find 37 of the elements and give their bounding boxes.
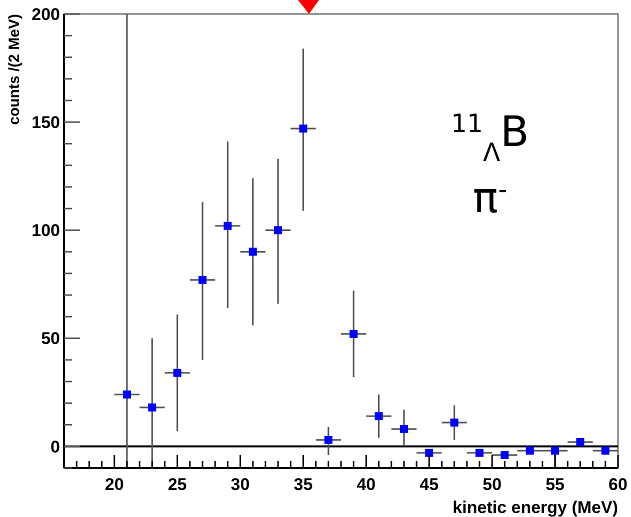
y-tick-label: 100 bbox=[32, 221, 60, 240]
point bbox=[224, 222, 232, 230]
x-tick-label: 30 bbox=[230, 475, 250, 494]
point bbox=[173, 368, 182, 377]
x-tick-label: 40 bbox=[356, 475, 376, 494]
x-axis-title: kinetic energy (MeV) bbox=[452, 498, 618, 517]
x-tick-label: 50 bbox=[482, 475, 502, 494]
x-tick-label: 25 bbox=[168, 475, 187, 494]
point bbox=[425, 448, 434, 457]
point bbox=[601, 446, 610, 455]
point bbox=[198, 276, 206, 284]
x-tick-label: 60 bbox=[608, 475, 628, 494]
point bbox=[299, 124, 308, 133]
annotation: π$^{-}$ bbox=[472, 173, 508, 222]
x-tick-label: 20 bbox=[104, 475, 124, 494]
y-tick-label: 50 bbox=[41, 329, 60, 348]
x-tick-label: 45 bbox=[420, 475, 439, 494]
y-axis-title: counts /(2 MeV) bbox=[6, 14, 23, 125]
point bbox=[450, 418, 458, 427]
y-tick-label: 200 bbox=[32, 4, 60, 24]
x-tick-label: 35 bbox=[294, 475, 313, 494]
y-tick-label: 150 bbox=[32, 113, 60, 132]
y-tick-label: 0 bbox=[50, 437, 60, 456]
point bbox=[476, 448, 484, 457]
point bbox=[324, 436, 332, 444]
point bbox=[122, 390, 131, 398]
point bbox=[526, 446, 534, 455]
point bbox=[551, 446, 560, 455]
point bbox=[400, 425, 408, 434]
x-tick-label: 55 bbox=[546, 475, 565, 494]
point bbox=[350, 330, 358, 338]
point bbox=[248, 248, 257, 256]
point bbox=[374, 412, 383, 420]
point bbox=[576, 438, 584, 446]
point bbox=[148, 403, 156, 412]
point bbox=[500, 451, 509, 460]
point bbox=[274, 226, 282, 234]
